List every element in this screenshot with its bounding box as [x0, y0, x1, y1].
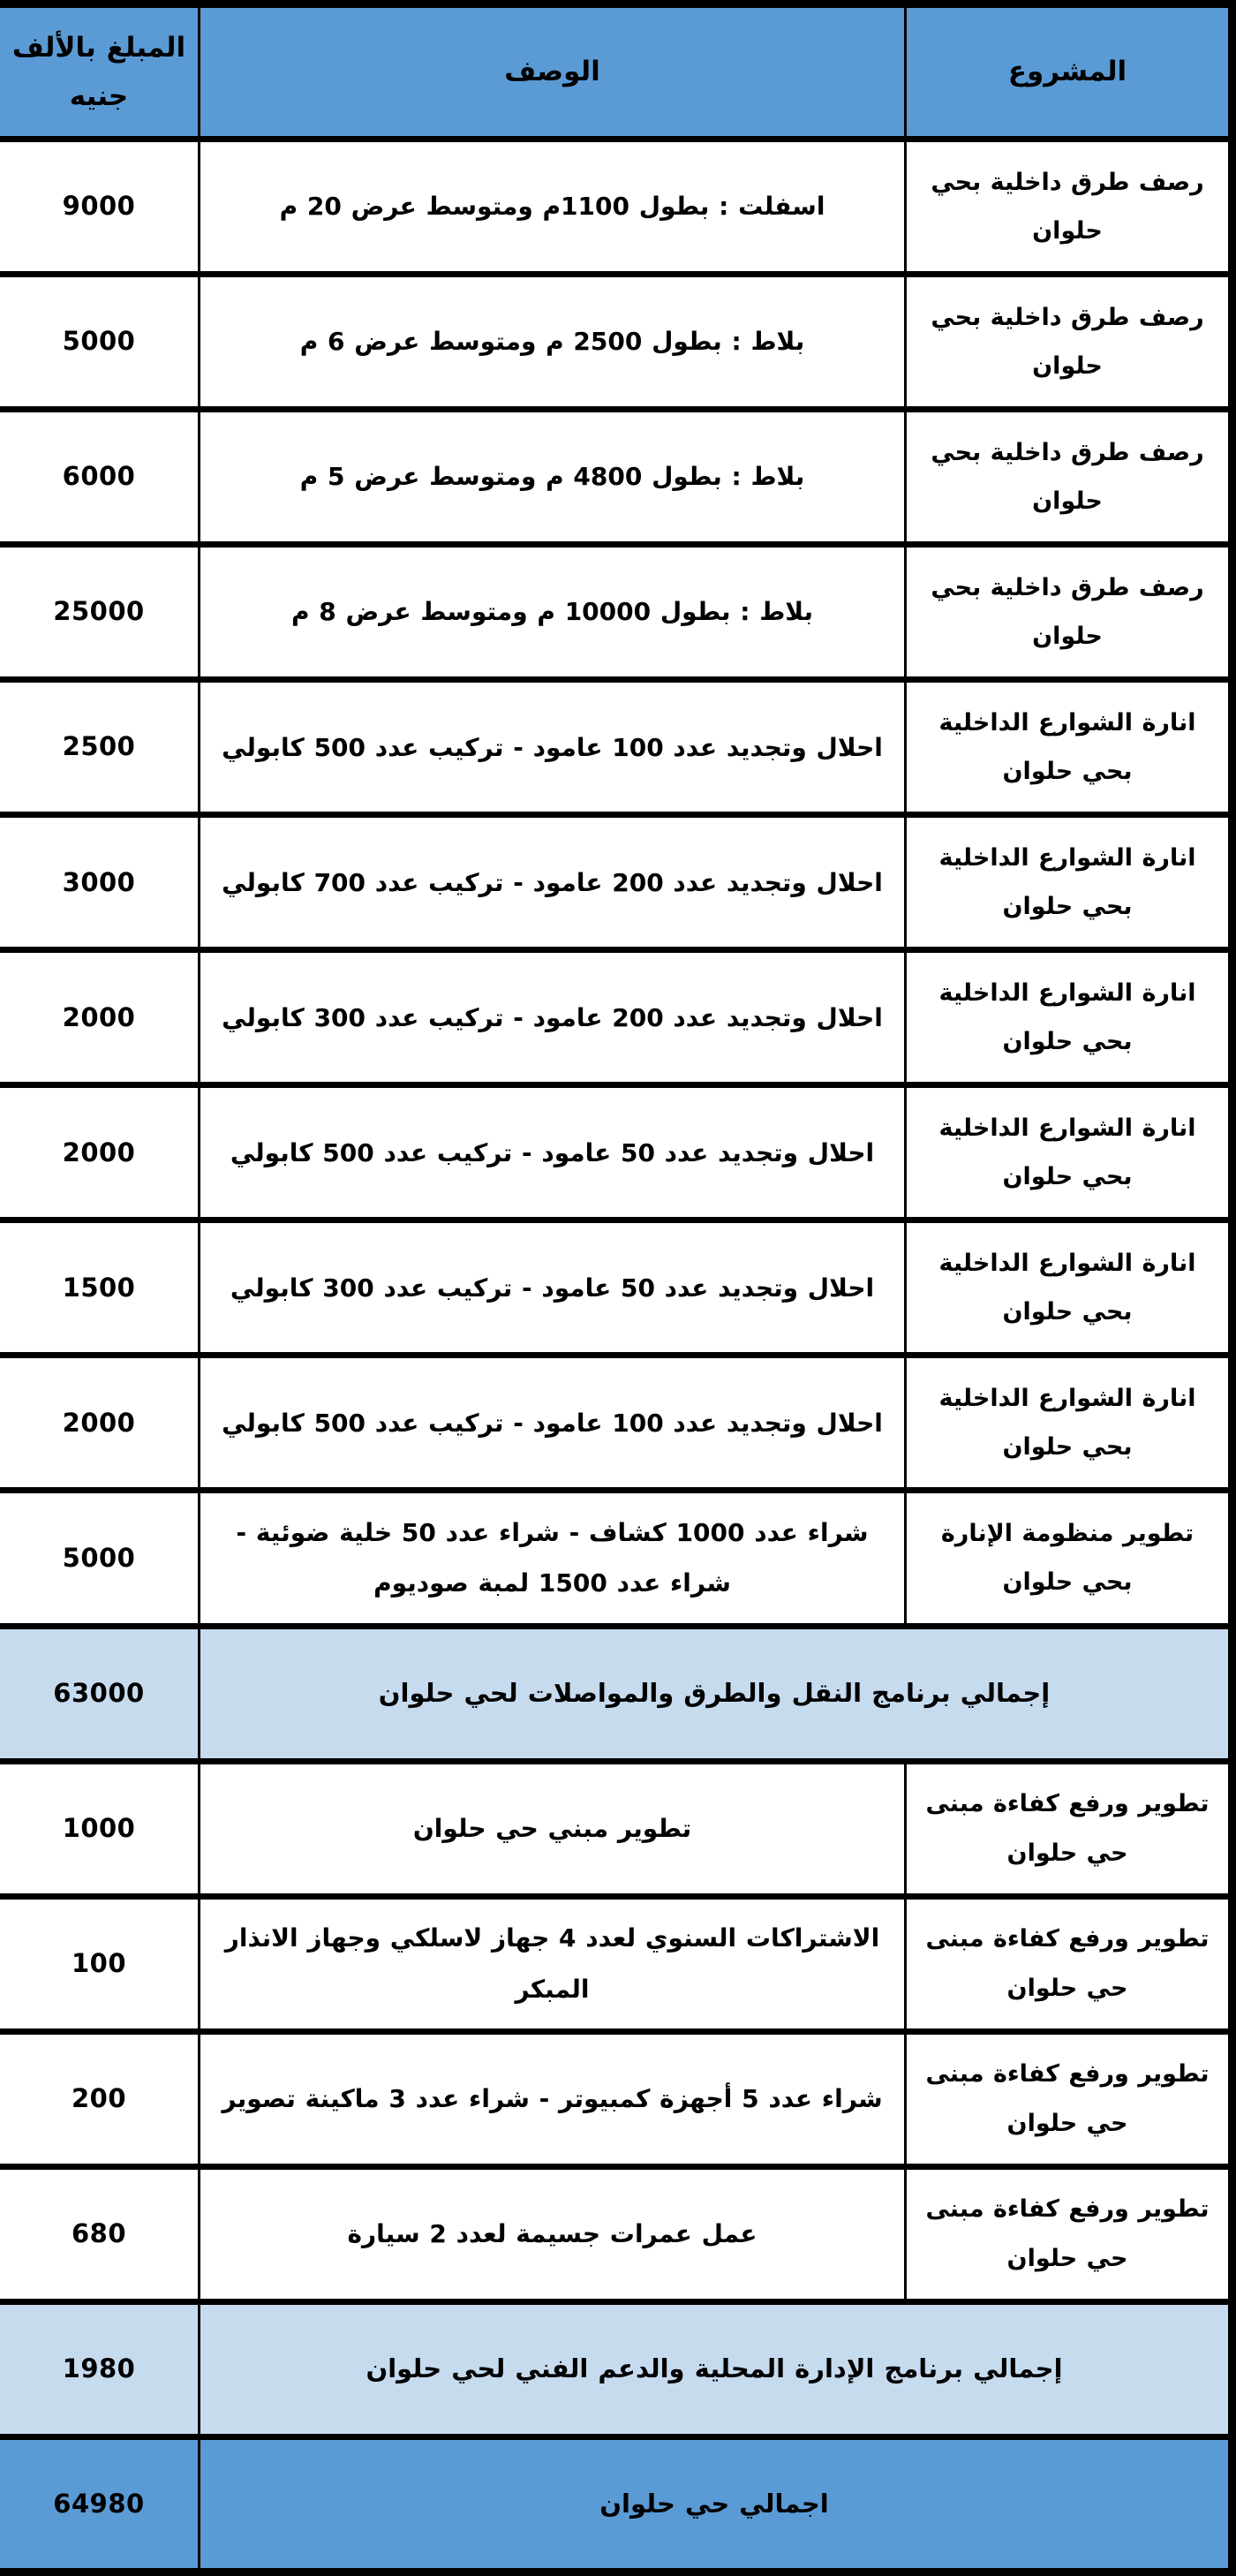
amount-cell: 1500: [0, 1217, 200, 1359]
description-cell: احلال وتجديد عدد 100 عامود - تركيب عدد 5…: [198, 1352, 907, 1494]
project-cell: رصف طرق داخلية بحي حلوان: [904, 541, 1233, 684]
amount-cell: 2500: [0, 676, 200, 819]
header-row: المشروع الوصف المبلغ بالألف جنيه: [0, 1, 1233, 142]
table-row: تطوير ورفع كفاءة مبنى حي حلوان شراء عدد …: [0, 2028, 1233, 2170]
project-cell: تطوير ورفع كفاءة مبنى حي حلوان: [904, 1892, 1233, 2035]
table-row: تطوير ورفع كفاءة مبنى حي حلوان تطوير مبن…: [0, 1757, 1233, 1900]
amount-cell: 2000: [0, 1082, 200, 1224]
amount-cell: 1000: [0, 1757, 200, 1900]
project-cell: تطوير ورفع كفاءة مبنى حي حلوان: [904, 2028, 1233, 2170]
description-cell: احلال وتجديد عدد 100 عامود - تركيب عدد 5…: [198, 676, 907, 819]
amount-cell: 6000: [0, 406, 200, 548]
description-cell: بلاط : بطول 2500 م ومتوسط عرض 6 م: [198, 271, 907, 413]
description-cell: الاشتراكات السنوي لعدد 4 جهاز لاسلكي وجه…: [198, 1892, 907, 2035]
project-cell: تطوير ورفع كفاءة مبنى حي حلوان: [904, 1757, 1233, 1900]
grand-total-row: اجمالي حي حلوان 64980: [0, 2433, 1233, 2576]
amount-cell: 100: [0, 1892, 200, 2035]
amount-cell: 5000: [0, 1487, 200, 1629]
description-cell: بلاط : بطول 10000 م ومتوسط عرض 8 م: [198, 541, 907, 684]
table-row: رصف طرق داخلية بحي حلوان بلاط : بطول 100…: [0, 541, 1233, 684]
description-cell: بلاط : بطول 4800 م ومتوسط عرض 5 م: [198, 406, 907, 548]
amount-cell: 5000: [0, 271, 200, 413]
subtotal-label-cell: إجمالي برنامج الإدارة المحلية والدعم الف…: [198, 2298, 1233, 2440]
amount-cell: 2000: [0, 1352, 200, 1494]
amount-cell: 9000: [0, 135, 200, 278]
project-cell: انارة الشوارع الداخلية بحي حلوان: [904, 676, 1233, 819]
table-row: انارة الشوارع الداخلية بحي حلوان احلال و…: [0, 812, 1233, 954]
description-cell: اسفلت : بطول 1100م ومتوسط عرض 20 م: [198, 135, 907, 278]
table-row: انارة الشوارع الداخلية بحي حلوان احلال و…: [0, 1352, 1233, 1494]
amount-cell: 3000: [0, 812, 200, 954]
subtotal-row-local-admin: إجمالي برنامج الإدارة المحلية والدعم الف…: [0, 2298, 1233, 2440]
description-cell: شراء عدد 1000 كشاف - شراء عدد 50 خلية ضو…: [198, 1487, 907, 1629]
project-cell: رصف طرق داخلية بحي حلوان: [904, 135, 1233, 278]
table-row: انارة الشوارع الداخلية بحي حلوان احلال و…: [0, 1082, 1233, 1224]
description-cell: احلال وتجديد عدد 50 عامود - تركيب عدد 30…: [198, 1217, 907, 1359]
description-cell: تطوير مبني حي حلوان: [198, 1757, 907, 1900]
amount-cell: 25000: [0, 541, 200, 684]
project-cell: تطوير منظومة الإنارة بحي حلوان: [904, 1487, 1233, 1629]
amount-cell: 680: [0, 2163, 200, 2305]
table-row: رصف طرق داخلية بحي حلوان اسفلت : بطول 11…: [0, 135, 1233, 278]
amount-cell: 200: [0, 2028, 200, 2170]
project-cell: انارة الشوارع الداخلية بحي حلوان: [904, 1082, 1233, 1224]
grand-total-label-cell: اجمالي حي حلوان: [198, 2433, 1233, 2576]
project-cell: رصف طرق داخلية بحي حلوان: [904, 406, 1233, 548]
project-cell: تطوير ورفع كفاءة مبنى حي حلوان: [904, 2163, 1233, 2305]
amount-cell: 2000: [0, 947, 200, 1089]
description-cell: احلال وتجديد عدد 200 عامود - تركيب عدد 3…: [198, 947, 907, 1089]
project-cell: رصف طرق داخلية بحي حلوان: [904, 271, 1233, 413]
col-header-amount: المبلغ بالألف جنيه: [0, 1, 200, 142]
project-cell: انارة الشوارع الداخلية بحي حلوان: [904, 812, 1233, 954]
table-row: انارة الشوارع الداخلية بحي حلوان احلال و…: [0, 947, 1233, 1089]
table-row: انارة الشوارع الداخلية بحي حلوان احلال و…: [0, 676, 1233, 819]
subtotal-row-transport: إجمالي برنامج النقل والطرق والمواصلات لح…: [0, 1622, 1233, 1764]
table-row: انارة الشوارع الداخلية بحي حلوان احلال و…: [0, 1217, 1233, 1359]
description-cell: شراء عدد 5 أجهزة كمبيوتر - شراء عدد 3 ما…: [198, 2028, 907, 2170]
table-row: تطوير ورفع كفاءة مبنى حي حلوان الاشتراكا…: [0, 1892, 1233, 2035]
subtotal-label-cell: إجمالي برنامج النقل والطرق والمواصلات لح…: [198, 1622, 1233, 1764]
description-cell: عمل عمرات جسيمة لعدد 2 سيارة: [198, 2163, 907, 2305]
subtotal-amount-cell: 63000: [0, 1622, 200, 1764]
grand-total-amount-cell: 64980: [0, 2433, 200, 2576]
table-row: رصف طرق داخلية بحي حلوان بلاط : بطول 250…: [0, 271, 1233, 413]
col-header-description: الوصف: [198, 1, 907, 142]
table-row: تطوير منظومة الإنارة بحي حلوان شراء عدد …: [0, 1487, 1233, 1629]
project-cell: انارة الشوارع الداخلية بحي حلوان: [904, 1217, 1233, 1359]
project-cell: انارة الشوارع الداخلية بحي حلوان: [904, 947, 1233, 1089]
subtotal-amount-cell: 1980: [0, 2298, 200, 2440]
description-cell: احلال وتجديد عدد 200 عامود - تركيب عدد 7…: [198, 812, 907, 954]
description-cell: احلال وتجديد عدد 50 عامود - تركيب عدد 50…: [198, 1082, 907, 1224]
table-row: رصف طرق داخلية بحي حلوان بلاط : بطول 480…: [0, 406, 1233, 548]
table-row: تطوير ورفع كفاءة مبنى حي حلوان عمل عمرات…: [0, 2163, 1233, 2305]
col-header-project: المشروع: [904, 1, 1233, 142]
project-cell: انارة الشوارع الداخلية بحي حلوان: [904, 1352, 1233, 1494]
